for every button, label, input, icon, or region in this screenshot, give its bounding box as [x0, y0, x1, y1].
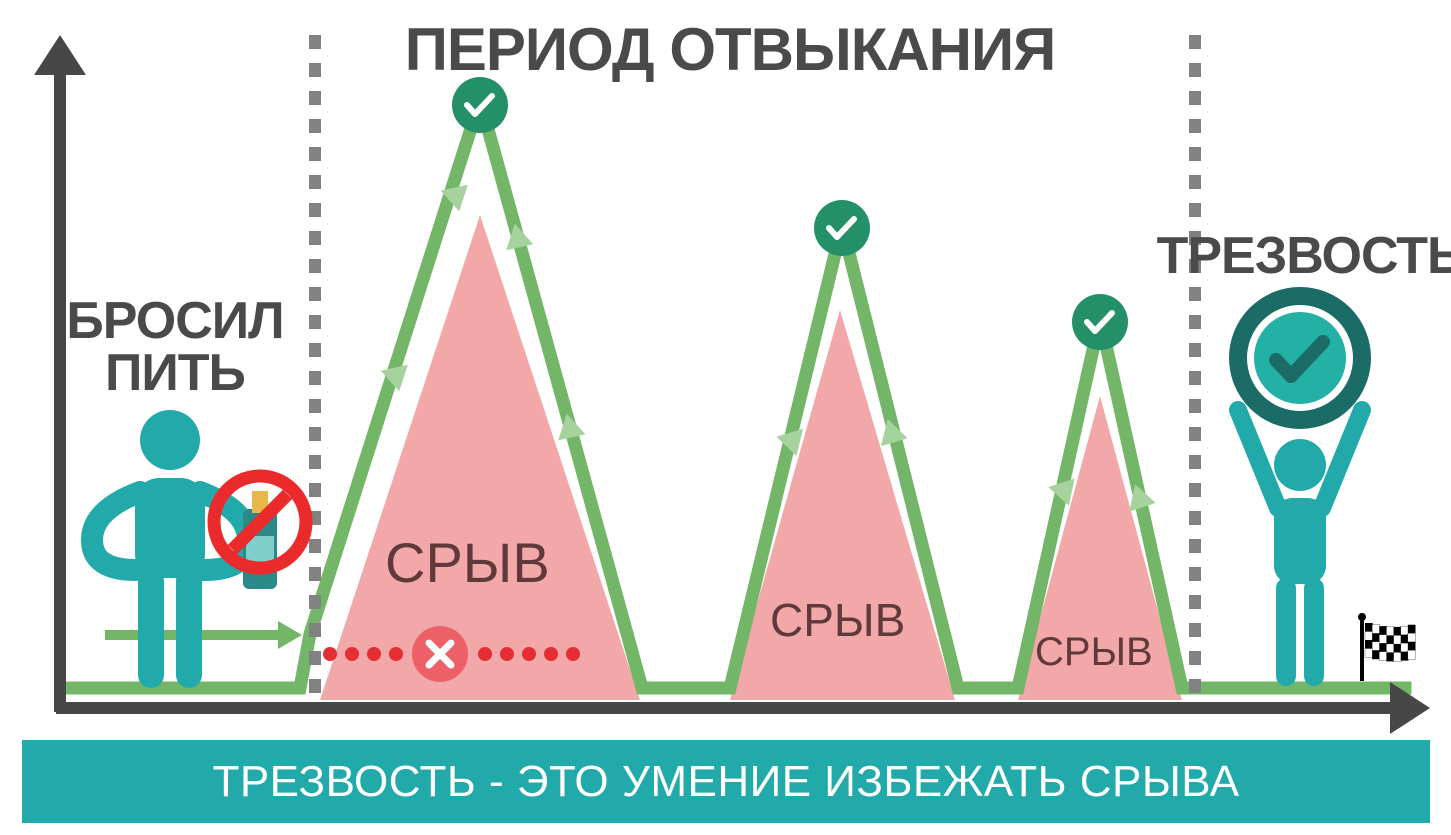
person-sober-icon — [1238, 410, 1362, 686]
footer-text: ТРЕЗВОСТЬ - ЭТО УМЕНИЕ ИЗБЕЖАТЬ СРЫВА — [212, 757, 1239, 807]
fail-dot-3 — [367, 647, 381, 661]
check-badge-2 — [814, 200, 870, 256]
left-label-line2: ПИТЬ — [45, 347, 305, 399]
fail-x-badge — [412, 626, 468, 682]
title-label: ПЕРИОД ОТВЫКАНИЯ — [380, 20, 1080, 80]
fail-dot-6 — [500, 647, 514, 661]
diagram-canvas — [0, 0, 1451, 835]
start-arrow-head-icon — [278, 621, 302, 649]
right-label: ТРЕЗВОСТЬ — [1150, 230, 1451, 282]
relapse-label-1: СРЫВ — [385, 530, 550, 595]
fail-dot-5 — [478, 647, 492, 661]
relapse-label-3: СРЫВ — [1035, 630, 1153, 675]
y-axis-arrow-icon — [34, 35, 86, 75]
footer-bar: ТРЕЗВОСТЬ - ЭТО УМЕНИЕ ИЗБЕЖАТЬ СРЫВА — [22, 740, 1430, 823]
fail-dot-7 — [522, 647, 536, 661]
fail-dot-8 — [544, 647, 558, 661]
fail-dot-1 — [323, 647, 337, 661]
fail-dot-4 — [389, 647, 403, 661]
finish-flag-icon — [1358, 613, 1416, 681]
left-label: БРОСИЛ ПИТЬ — [45, 295, 305, 399]
fail-dot-9 — [566, 647, 580, 661]
big-check-badge-icon — [1238, 296, 1362, 420]
check-badge-3 — [1072, 294, 1128, 350]
check-badge-1 — [452, 77, 508, 133]
left-label-line1: БРОСИЛ — [45, 295, 305, 347]
fail-dot-2 — [345, 647, 359, 661]
relapse-label-2: СРЫВ — [770, 593, 905, 647]
